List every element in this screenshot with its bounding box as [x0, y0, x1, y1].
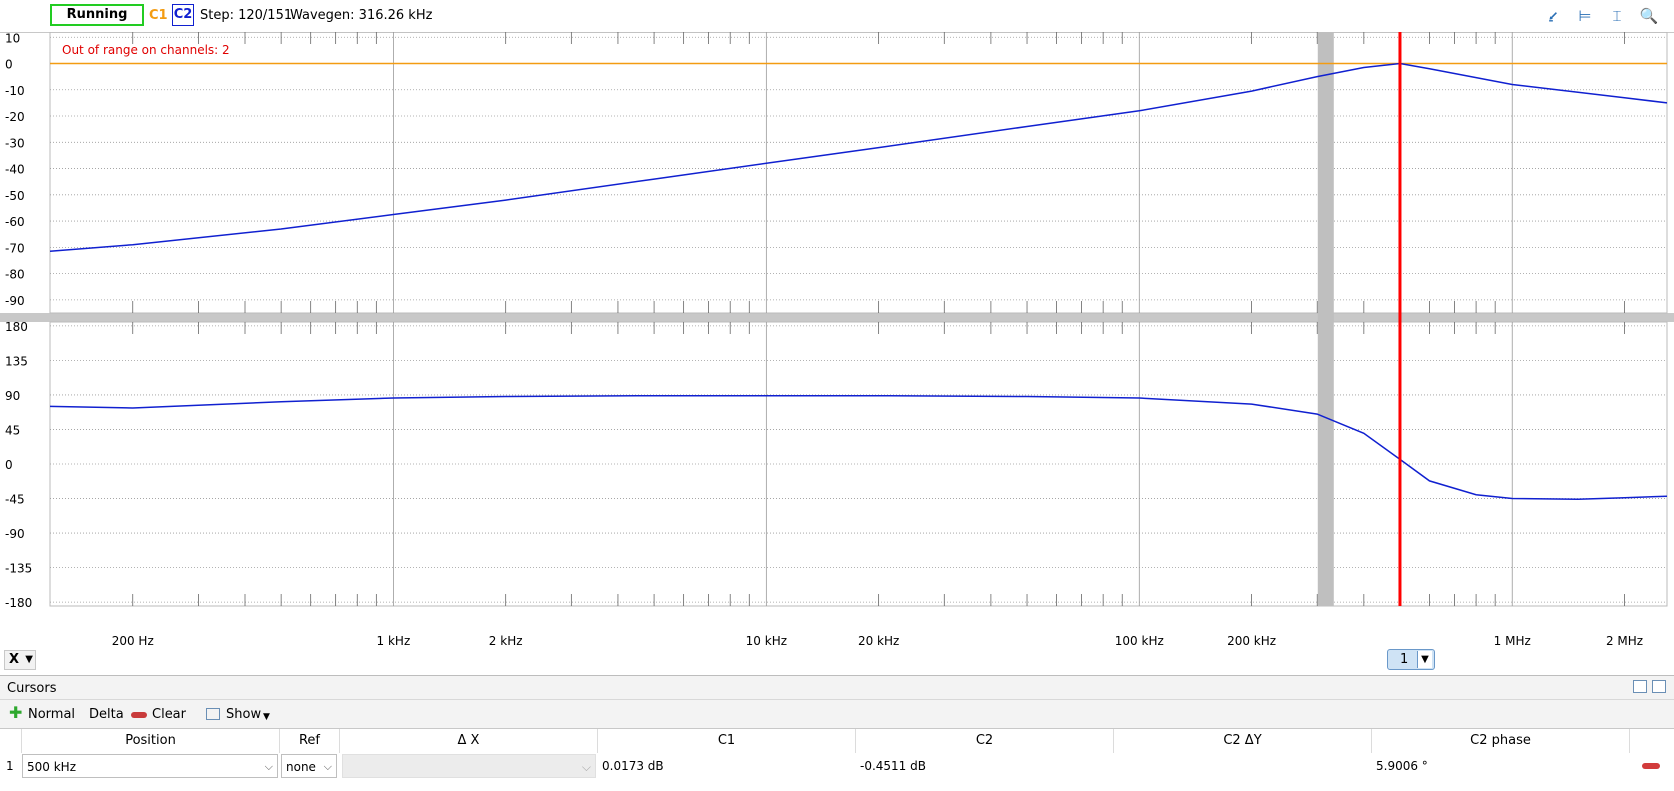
- chevron-down-icon[interactable]: ▼: [1417, 651, 1432, 668]
- y-tick-label: -60: [5, 215, 25, 229]
- column-header-c1[interactable]: C1: [598, 729, 856, 753]
- vertical-measure-icon[interactable]: ⌶: [1612, 7, 1622, 25]
- y-tick-label: 45: [5, 423, 20, 437]
- step-readout: Step: 120/151: [200, 8, 293, 23]
- column-header-c2[interactable]: C2: [856, 729, 1114, 753]
- y-tick-label: -70: [5, 241, 25, 255]
- x-tick-label: 2 MHz: [1606, 634, 1643, 648]
- dx-dropdown: ⌵: [342, 754, 596, 778]
- c2-phase-line: [49, 394, 1668, 501]
- y-tick-label: -30: [5, 136, 25, 150]
- add-icon[interactable]: ✚: [9, 703, 23, 722]
- cursor-arrow-icon[interactable]: ⭹: [1548, 7, 1558, 25]
- out-of-range-warning: Out of range on channels: 2: [62, 43, 230, 57]
- y-tick-label: -50: [5, 189, 25, 203]
- y-tick-label: -10: [5, 84, 25, 98]
- clear-button[interactable]: Clear: [152, 707, 186, 722]
- y-tick-label: -90: [5, 527, 25, 541]
- x-tick-label: 1 kHz: [377, 634, 411, 648]
- cursors-toolbar: ✚ Normal Delta Clear Show ▼: [0, 699, 1674, 730]
- column-header-ref[interactable]: Ref: [280, 729, 340, 753]
- chevron-down-icon: ⌵: [323, 760, 332, 773]
- remove-cursor-icon[interactable]: [1642, 763, 1660, 769]
- x-tick-label: 10 kHz: [746, 634, 787, 648]
- row-index: 1: [6, 759, 14, 773]
- cursor-tab-1[interactable]: 1 ▼: [1387, 649, 1435, 670]
- c2-phase-value: 5.9006 °: [1376, 759, 1428, 773]
- y-tick-label: -40: [5, 163, 25, 177]
- y-axis-labels: 10 0 -10 -20 -30 -40 -50 -60 -70 -80 -90 180 135 90 45…: [5, 32, 32, 610]
- y-tick-label: 90: [5, 389, 20, 403]
- y-tick-label: 135: [5, 354, 28, 368]
- y-tick-label: 10: [5, 32, 20, 45]
- x-axis-button[interactable]: X ▼: [4, 650, 36, 670]
- panel-separator[interactable]: [0, 313, 1674, 322]
- plot-frame: [49, 32, 1668, 314]
- y-tick-label: -20: [5, 110, 25, 124]
- normal-button[interactable]: Normal: [28, 707, 76, 722]
- wavegen-readout: Wavegen: 316.26 kHz: [290, 8, 433, 23]
- y-tick-label: 180: [5, 320, 28, 334]
- y-tick-label: -45: [5, 493, 25, 507]
- chevron-down-icon[interactable]: ▼: [263, 712, 270, 722]
- column-header-c2-phase[interactable]: C2 phase: [1372, 729, 1630, 753]
- maximize-icon[interactable]: [1652, 680, 1666, 693]
- y-tick-label: -80: [5, 268, 25, 282]
- column-header-c2-dy[interactable]: C2 ΔY: [1114, 729, 1372, 753]
- y-tick-label: -135: [5, 562, 32, 576]
- zoom-icon[interactable]: 🔍: [1639, 7, 1659, 25]
- clear-icon[interactable]: [131, 712, 147, 718]
- restore-icon[interactable]: [1633, 680, 1647, 693]
- x-tick-label: 1 MHz: [1494, 634, 1531, 648]
- cursors-panel: Cursors ✚ Normal Delta Clear Show ▼ Posi…: [0, 675, 1674, 791]
- row-header-corner: [0, 729, 22, 753]
- y-tick-label: -90: [5, 294, 25, 308]
- delta-button[interactable]: Delta: [89, 707, 124, 722]
- ref-value: none: [286, 760, 316, 774]
- series-layer: [49, 62, 1668, 501]
- ref-dropdown[interactable]: none ⌵: [281, 754, 337, 778]
- position-value: 500 kHz: [27, 760, 76, 774]
- c1-value: 0.0173 dB: [602, 759, 664, 773]
- grid: [0, 32, 1674, 607]
- x-tick-label: 20 kHz: [858, 634, 899, 648]
- x-tick-label: 200 Hz: [112, 634, 154, 648]
- wavegen-marker: [1317, 32, 1334, 606]
- x-tick-label: 200 kHz: [1227, 634, 1276, 648]
- y-tick-label: -180: [5, 596, 32, 610]
- x-tick-label: 100 kHz: [1115, 634, 1164, 648]
- list-icon[interactable]: [206, 708, 220, 720]
- x-axis-button-label: X: [9, 652, 20, 667]
- channel-1-label[interactable]: C1: [149, 8, 168, 23]
- y-tick-label: 0: [5, 58, 13, 72]
- c2-value: -0.4511 dB: [860, 759, 926, 773]
- c2-magnitude-line: [49, 62, 1668, 253]
- column-header-dx[interactable]: Δ X: [340, 729, 598, 753]
- horizontal-measure-icon[interactable]: ⊨: [1578, 7, 1592, 25]
- cursors-title: Cursors: [7, 681, 57, 696]
- x-axis-labels: 200 Hz 1 kHz 2 kHz 10 kHz 20 kHz 100 kHz 200 k…: [112, 634, 1643, 648]
- chevron-down-icon: ⌵: [264, 760, 273, 773]
- bode-plot[interactable]: 100-10-20-30-40-50-60-70-80-901801359045…: [0, 32, 1674, 672]
- plot-area[interactable]: 10 0 -10 -20 -30 -40 -50 -60 -70 -80 -90 180 135 90 45…: [0, 32, 1674, 672]
- column-header-position[interactable]: Position: [22, 729, 280, 753]
- show-button[interactable]: Show: [226, 707, 262, 722]
- run-status-button[interactable]: Running: [50, 4, 144, 26]
- chevron-down-icon: ▼: [25, 654, 33, 665]
- y-tick-label: 0: [5, 458, 13, 472]
- column-header-actions: [1630, 729, 1674, 753]
- top-toolbar: Running C1 C2 Step: 120/151 Wavegen: 316…: [0, 0, 1674, 33]
- cursor-tab-label: 1: [1400, 652, 1409, 667]
- channel-2-label[interactable]: C2: [172, 4, 194, 26]
- cursors-table: Position Ref Δ X C1 C2 C2 ΔY C2 phase 1 …: [0, 728, 1674, 791]
- position-dropdown[interactable]: 500 kHz ⌵: [22, 754, 278, 778]
- chevron-down-icon: ⌵: [581, 760, 591, 774]
- x-tick-label: 2 kHz: [489, 634, 523, 648]
- c2-dy-value: [1114, 754, 1372, 778]
